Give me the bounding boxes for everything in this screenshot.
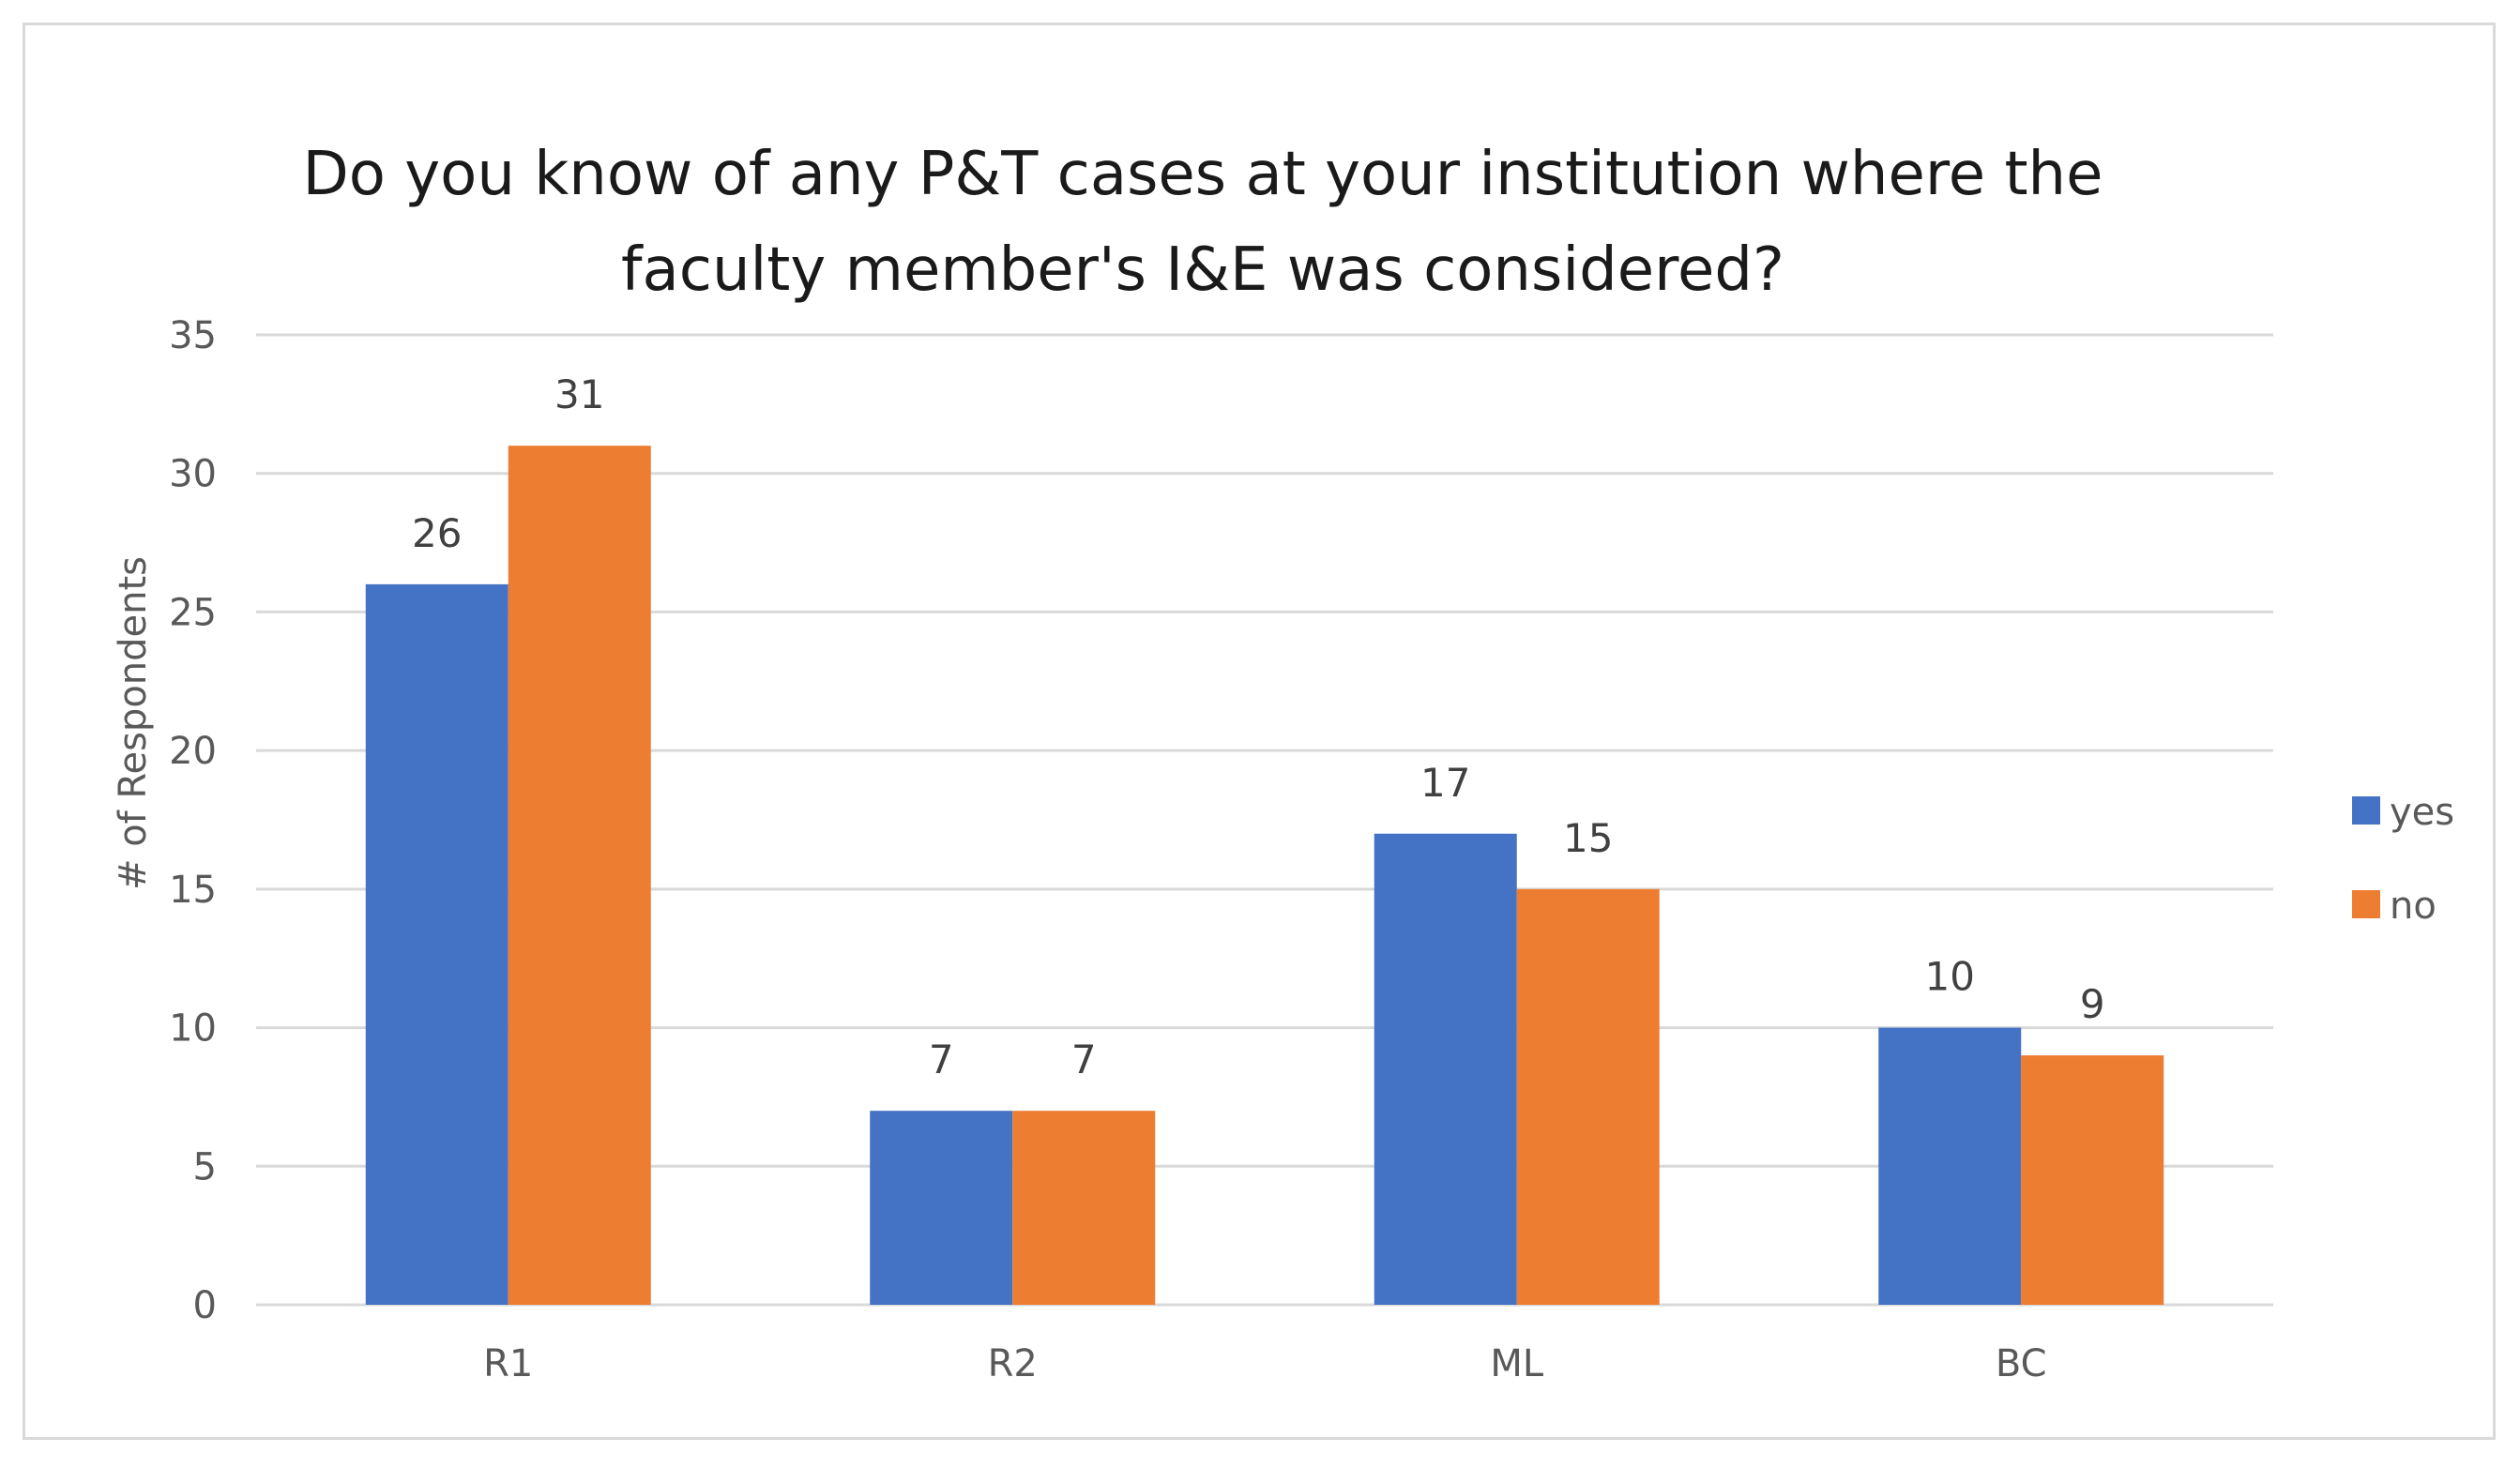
data-label-no-R2: 7 <box>1071 1037 1097 1082</box>
y-tick-label-10: 10 <box>169 1007 217 1051</box>
y-axis-title: # of Respondents <box>112 556 155 890</box>
chart-title: Do you know of any P&T cases at your ins… <box>303 140 2103 305</box>
bar-no-R2 <box>1012 1111 1156 1305</box>
y-tick-label-0: 0 <box>193 1284 217 1327</box>
bar-yes-BC <box>1878 1027 2022 1305</box>
y-tick-label-15: 15 <box>169 869 217 912</box>
legend-swatch-no <box>2352 890 2380 918</box>
data-label-yes-R1: 26 <box>412 510 462 556</box>
y-tick-label-5: 5 <box>193 1145 217 1188</box>
bar-yes-R1 <box>365 583 509 1305</box>
chart-frame: Do you know of any P&T cases at your ins… <box>23 23 2496 1440</box>
y-tick-label-30: 30 <box>169 453 217 496</box>
data-label-yes-R2: 7 <box>929 1037 954 1082</box>
y-tick-label-25: 25 <box>169 591 217 634</box>
x-tick-label-BC: BC <box>1996 1342 2047 1385</box>
y-tick-label-35: 35 <box>169 314 217 357</box>
legend-label-yes: yes <box>2390 791 2454 834</box>
chart-title-line-1: Do you know of any P&T cases at your ins… <box>303 140 2103 209</box>
data-label-no-BC: 9 <box>2080 981 2105 1027</box>
legend-label-no: no <box>2390 885 2437 928</box>
bar-no-ML <box>1516 888 1660 1305</box>
x-tick-label-R2: R2 <box>988 1342 1038 1385</box>
bar-no-R1 <box>508 446 651 1306</box>
data-label-yes-BC: 10 <box>1925 954 1975 1000</box>
bar-yes-ML <box>1374 833 1517 1305</box>
y-tick-label-20: 20 <box>169 730 217 773</box>
legend-swatch-yes <box>2352 796 2380 825</box>
x-tick-label-ML: ML <box>1490 1342 1544 1385</box>
y-axis-ticks: 0 5 10 15 20 25 30 35 <box>169 314 217 1327</box>
legend: yes no <box>2352 791 2454 928</box>
bar-no-BC <box>2021 1055 2164 1305</box>
x-tick-label-R1: R1 <box>483 1342 533 1385</box>
data-labels: 26 31 7 7 17 15 10 9 <box>412 371 2105 1082</box>
data-label-no-ML: 15 <box>1563 815 1613 861</box>
chart-title-line-2: faculty member's I&E was considered? <box>621 235 1784 305</box>
x-axis-ticks: R1 R2 ML BC <box>483 1342 2046 1385</box>
bars <box>365 446 2164 1306</box>
data-label-no-R1: 31 <box>554 371 604 417</box>
data-label-yes-ML: 17 <box>1420 760 1470 806</box>
bar-chart: Do you know of any P&T cases at your ins… <box>112 140 2454 1385</box>
bar-yes-R2 <box>870 1111 1013 1305</box>
